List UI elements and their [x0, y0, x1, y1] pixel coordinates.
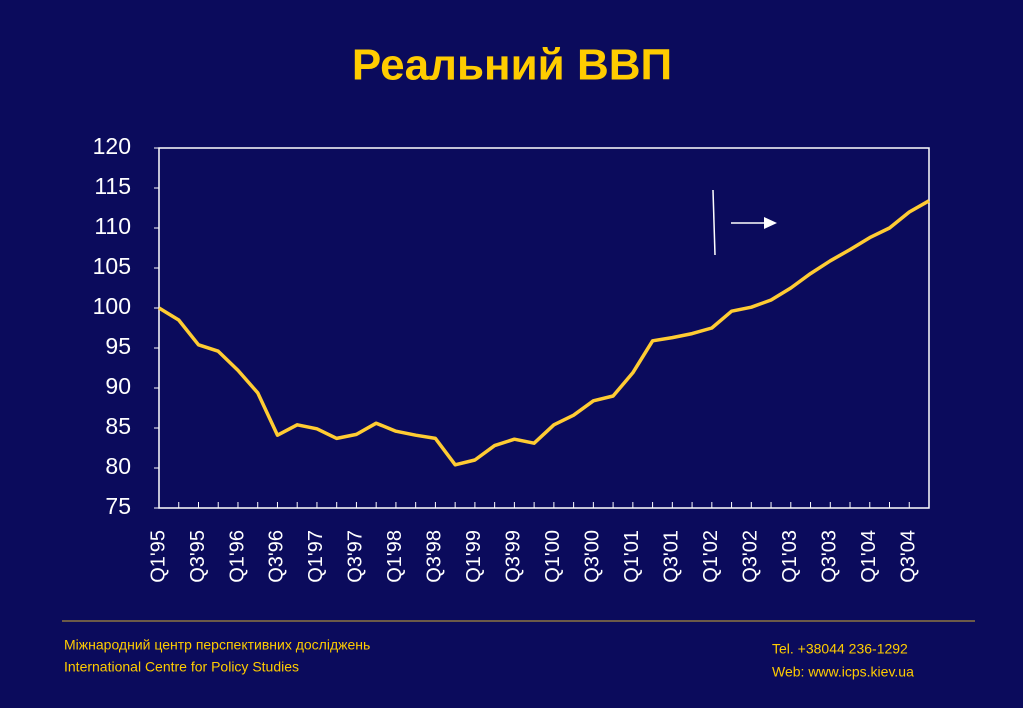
x-tick-label: Q1'01 [621, 530, 643, 583]
footer-org-en: International Centre for Policy Studies [64, 659, 299, 675]
x-tick-label: Q1'04 [858, 530, 880, 583]
x-tick-label: Q3'00 [582, 530, 604, 583]
x-tick-label: Q1'96 [226, 530, 248, 583]
x-tick-label: Q3'96 [266, 530, 288, 583]
footer-tel: Tel. +38044 236-1292 [772, 641, 908, 657]
x-tick-label: Q1'00 [542, 530, 564, 583]
footer-org-ua: Міжнародний центр перспективних дослідже… [64, 637, 370, 653]
y-tick-label: 115 [94, 173, 131, 199]
x-tick-label: Q1'03 [779, 530, 801, 583]
y-tick-label: 85 [105, 413, 131, 439]
x-tick-label: Q1'97 [305, 530, 327, 583]
data-line [158, 199, 930, 467]
x-tick-label: Q3'01 [661, 530, 683, 583]
plot-frame [158, 147, 930, 509]
x-tick-label: Q3'03 [819, 530, 841, 583]
chart-title: Реальний ВВП [352, 41, 672, 90]
x-tick-label: Q3'97 [345, 530, 367, 583]
x-tick-label: Q3'98 [424, 530, 446, 583]
x-tick-label: Q1'99 [463, 530, 485, 583]
y-tick-label: 75 [105, 493, 131, 519]
x-tick-label: Q3'02 [740, 530, 762, 583]
x-tick-label: Q1'95 [147, 530, 169, 583]
x-tick-label: Q3'95 [187, 530, 209, 583]
x-tick-label: Q3'99 [503, 530, 525, 583]
y-tick-label: 90 [105, 373, 131, 399]
y-tick-label: 110 [94, 213, 131, 239]
x-tick-label: Q1'02 [700, 530, 722, 583]
marker-line [712, 189, 716, 256]
x-tick-label: Q1'98 [384, 530, 406, 583]
arrow-head [764, 217, 777, 229]
y-tick-label: 100 [93, 293, 131, 319]
y-tick-label: 80 [105, 453, 131, 479]
footer-web: Web: www.icps.kiev.ua [772, 664, 914, 680]
y-tick-label: 105 [93, 253, 131, 279]
x-tick-label: Q3'04 [898, 530, 920, 583]
y-tick-label: 95 [105, 333, 131, 359]
y-tick-label: 120 [93, 133, 131, 159]
